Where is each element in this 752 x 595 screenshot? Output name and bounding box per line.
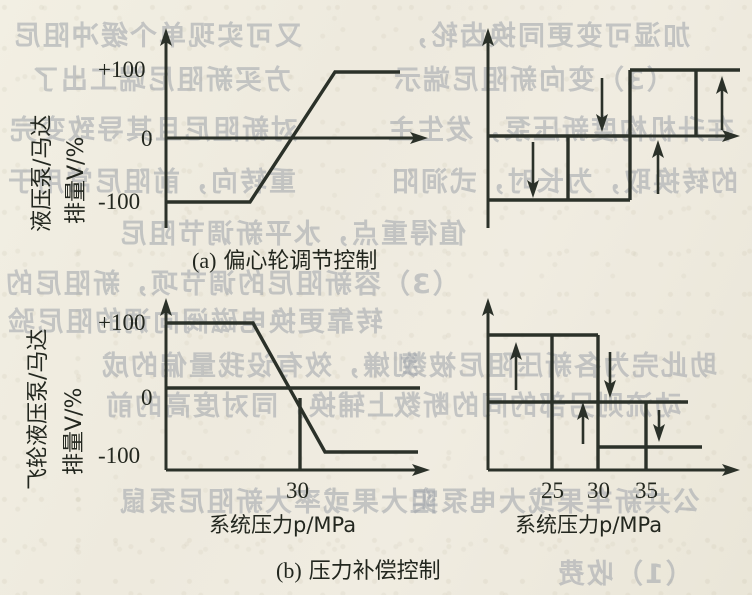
- x-axis-label-b-right: 系统压力p/MPa: [515, 509, 662, 539]
- ytick-b-minus100: -100: [98, 443, 141, 468]
- transition-arrow-up-2: [716, 76, 728, 130]
- caption-b: (b) 压力补偿控制: [276, 553, 441, 585]
- transition-arrow-up-b1: [510, 342, 522, 390]
- bleedthrough-line: （1）收费: [556, 559, 693, 590]
- y-axis-arrowhead-a-left: [160, 28, 172, 46]
- chart-b-left: [160, 298, 430, 476]
- transition-arrow-down-b2: [653, 410, 665, 442]
- caption-a-prefix: (a): [192, 248, 217, 273]
- ytick-a-zero: 0: [141, 126, 153, 151]
- x-axis-arrowhead-b-left: [412, 464, 430, 476]
- ytick-b-zero: 0: [141, 385, 153, 410]
- chart-a-right: [482, 28, 740, 228]
- transition-arrow-down-2: [596, 78, 608, 132]
- transition-arrow-up-b2: [577, 402, 589, 444]
- chart-b-right: [482, 298, 740, 476]
- caption-b-prefix: (b): [276, 558, 302, 583]
- y-axis-arrowhead-b-left: [160, 298, 172, 316]
- chart-a-left: [160, 28, 428, 228]
- caption-b-text: 压力补偿控制: [308, 559, 441, 584]
- curve-a-left: [167, 70, 400, 204]
- xtick-b-right-25: 25: [541, 478, 564, 503]
- transition-arrow-down-b1: [604, 352, 616, 398]
- xtick-b-left-30: 30: [286, 478, 309, 503]
- curve-b-left: [167, 321, 418, 454]
- ytick-a-plus100: +100: [98, 57, 146, 82]
- x-axis-arrowhead-a-left: [410, 132, 428, 144]
- caption-a: (a) 偏心轮调节控制: [192, 243, 377, 275]
- xtick-b-right-30: 30: [587, 478, 610, 503]
- y-axis-arrowhead-b-right: [482, 298, 494, 316]
- y-axis-arrowhead-a-right: [482, 28, 494, 46]
- x-axis-arrowhead-b-right: [722, 464, 740, 476]
- x-axis-label-b-left-cn: 系统压力p/MPa: [209, 513, 357, 537]
- x-axis-label-b-right-cn: 系统压力p/MPa: [515, 513, 663, 537]
- transition-arrow-up-1: [652, 140, 664, 194]
- transition-arrow-down-1: [527, 142, 539, 198]
- ytick-a-minus100: -100: [98, 189, 141, 214]
- x-axis-label-b-left: 系统压力p/MPa: [209, 509, 356, 539]
- ytick-b-plus100: +100: [98, 310, 146, 335]
- xtick-b-right-35: 35: [635, 478, 658, 503]
- caption-a-text: 偏心轮调节控制: [223, 249, 378, 274]
- x-axis-arrowhead-a-right: [722, 130, 740, 142]
